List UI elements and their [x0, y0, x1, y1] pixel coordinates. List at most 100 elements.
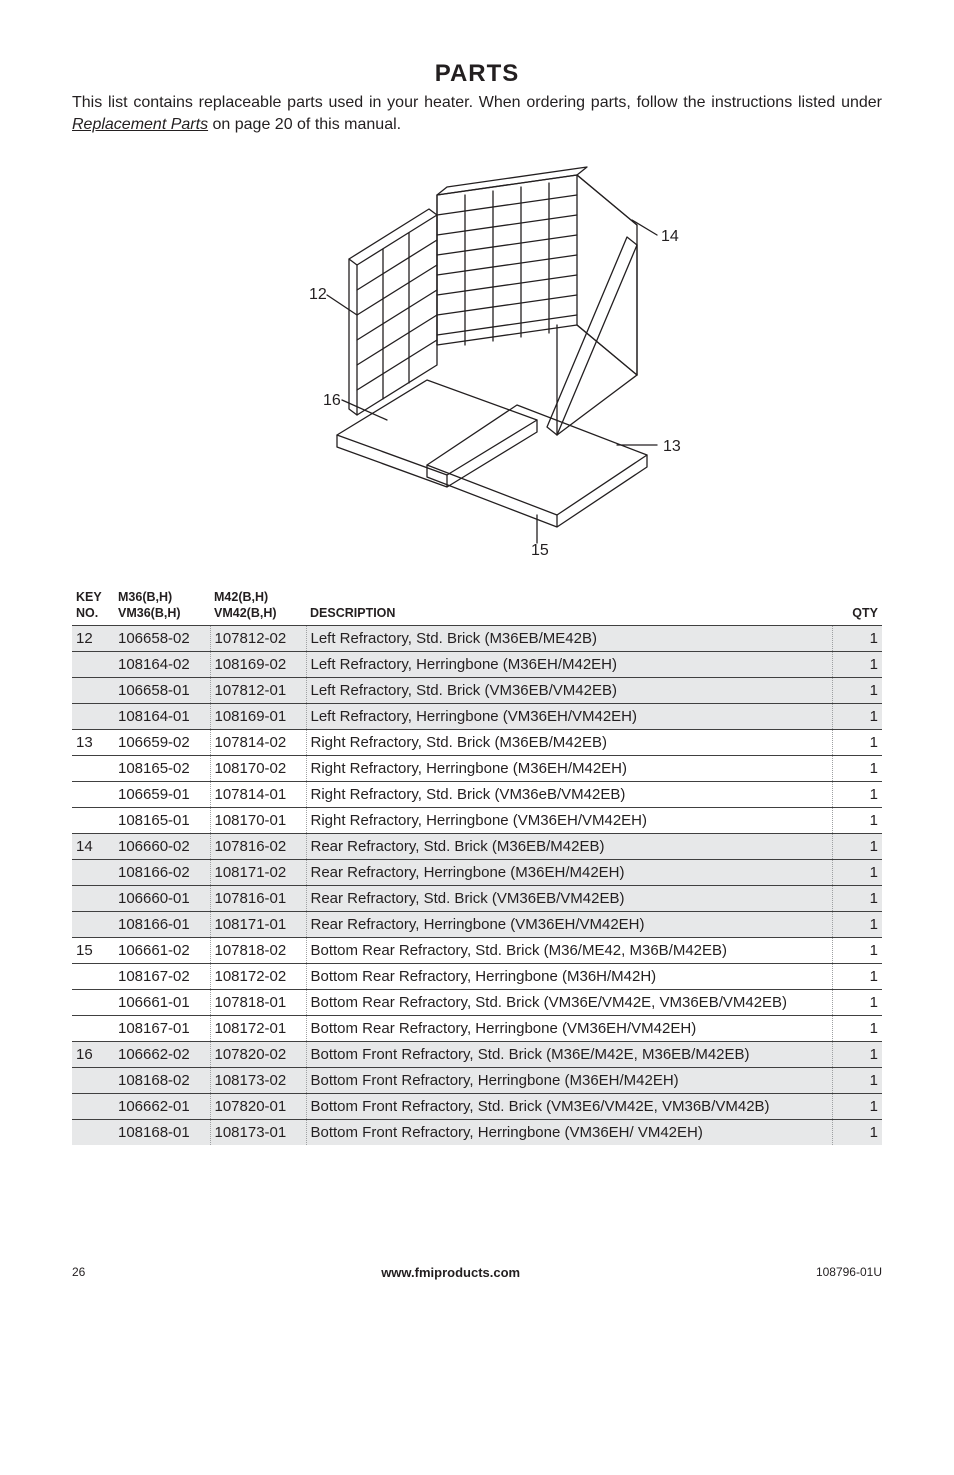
cell-pn1: 106662-02 [114, 1042, 210, 1068]
cell-desc: Right Refractory, Std. Brick (VM36eB/VM4… [306, 782, 832, 808]
cell-desc: Bottom Front Refractory, Herringbone (M3… [306, 1068, 832, 1094]
callout-15: 15 [531, 542, 549, 555]
cell-desc: Bottom Rear Refractory, Herringbone (M36… [306, 964, 832, 990]
table-row: 108165-02108170-02Right Refractory, Herr… [72, 756, 882, 782]
cell-desc: Left Refractory, Herringbone (VM36EH/VM4… [306, 704, 832, 730]
table-row: 106662-01107820-01Bottom Front Refractor… [72, 1094, 882, 1120]
cell-key: 13 [72, 730, 114, 756]
cell-qty: 1 [832, 730, 882, 756]
cell-qty: 1 [832, 990, 882, 1016]
cell-key: 15 [72, 938, 114, 964]
cell-key [72, 912, 114, 938]
cell-pn1: 106659-02 [114, 730, 210, 756]
table-group: 12106658-02107812-02Left Refractory, Std… [72, 626, 882, 730]
header-pn1-l2: VM36(B,H) [118, 606, 181, 620]
cell-qty: 1 [832, 886, 882, 912]
table-row: 106661-01107818-01Bottom Rear Refractory… [72, 990, 882, 1016]
footer-page-number: 26 [72, 1265, 85, 1280]
cell-key [72, 678, 114, 704]
table-group: 13106659-02107814-02Right Refractory, St… [72, 730, 882, 834]
cell-qty: 1 [832, 704, 882, 730]
cell-pn2: 107812-01 [210, 678, 306, 704]
cell-key: 14 [72, 834, 114, 860]
cell-desc: Rear Refractory, Std. Brick (M36EB/M42EB… [306, 834, 832, 860]
header-qty: QTY [832, 588, 882, 626]
cell-desc: Bottom Rear Refractory, Std. Brick (M36/… [306, 938, 832, 964]
cell-desc: Bottom Rear Refractory, Std. Brick (VM36… [306, 990, 832, 1016]
cell-qty: 1 [832, 1120, 882, 1146]
cell-qty: 1 [832, 626, 882, 652]
cell-pn1: 108166-01 [114, 912, 210, 938]
footer-docnum: 108796-01U [816, 1265, 882, 1280]
cell-key: 16 [72, 1042, 114, 1068]
cell-key [72, 704, 114, 730]
cell-key: 12 [72, 626, 114, 652]
cell-key [72, 886, 114, 912]
header-desc: DESCRIPTION [306, 588, 832, 626]
cell-qty: 1 [832, 860, 882, 886]
cell-pn2: 108170-01 [210, 808, 306, 834]
cell-qty: 1 [832, 1068, 882, 1094]
header-pn1: M36(B,H) VM36(B,H) [114, 588, 210, 626]
diagram-svg: 12 14 16 13 15 [237, 155, 717, 555]
cell-pn1: 106658-01 [114, 678, 210, 704]
cell-qty: 1 [832, 1042, 882, 1068]
cell-qty: 1 [832, 1016, 882, 1042]
cell-desc: Right Refractory, Std. Brick (M36EB/M42E… [306, 730, 832, 756]
cell-pn1: 106660-02 [114, 834, 210, 860]
cell-qty: 1 [832, 808, 882, 834]
cell-pn1: 108164-02 [114, 652, 210, 678]
table-row: 108168-02108173-02Bottom Front Refractor… [72, 1068, 882, 1094]
parts-table: KEY NO. M36(B,H) VM36(B,H) M42(B,H) VM42… [72, 588, 882, 1145]
table-row: 106658-01107812-01Left Refractory, Std. … [72, 678, 882, 704]
cell-desc: Rear Refractory, Std. Brick (VM36EB/VM42… [306, 886, 832, 912]
cell-pn2: 108169-02 [210, 652, 306, 678]
cell-desc: Right Refractory, Herringbone (M36EH/M42… [306, 756, 832, 782]
cell-desc: Right Refractory, Herringbone (VM36EH/VM… [306, 808, 832, 834]
cell-key [72, 1068, 114, 1094]
cell-qty: 1 [832, 912, 882, 938]
cell-desc: Bottom Front Refractory, Std. Brick (M36… [306, 1042, 832, 1068]
cell-pn1: 108164-01 [114, 704, 210, 730]
cell-pn1: 106662-01 [114, 1094, 210, 1120]
cell-key [72, 1016, 114, 1042]
cell-pn1: 106661-01 [114, 990, 210, 1016]
cell-key [72, 1120, 114, 1146]
cell-pn1: 106661-02 [114, 938, 210, 964]
cell-pn2: 108173-02 [210, 1068, 306, 1094]
cell-desc: Rear Refractory, Herringbone (VM36EH/VM4… [306, 912, 832, 938]
table-row: 13106659-02107814-02Right Refractory, St… [72, 730, 882, 756]
table-row: 108166-01108171-01Rear Refractory, Herri… [72, 912, 882, 938]
cell-key [72, 860, 114, 886]
table-row: 108166-02108171-02Rear Refractory, Herri… [72, 860, 882, 886]
table-row: 12106658-02107812-02Left Refractory, Std… [72, 626, 882, 652]
header-pn2-l1: M42(B,H) [214, 590, 268, 604]
cell-pn2: 108169-01 [210, 704, 306, 730]
footer-url: www.fmiproducts.com [381, 1265, 520, 1280]
table-row: 15106661-02107818-02Bottom Rear Refracto… [72, 938, 882, 964]
table-row: 106660-01107816-01Rear Refractory, Std. … [72, 886, 882, 912]
cell-key [72, 808, 114, 834]
cell-qty: 1 [832, 834, 882, 860]
table-row: 16106662-02107820-02Bottom Front Refract… [72, 1042, 882, 1068]
cell-pn2: 107820-01 [210, 1094, 306, 1120]
table-row: 108168-01108173-01Bottom Front Refractor… [72, 1120, 882, 1146]
callout-12: 12 [309, 286, 327, 303]
callout-13: 13 [663, 438, 681, 455]
cell-pn2: 108170-02 [210, 756, 306, 782]
table-row: 108165-01108170-01Right Refractory, Herr… [72, 808, 882, 834]
cell-key [72, 782, 114, 808]
cell-qty: 1 [832, 938, 882, 964]
callout-14: 14 [661, 228, 679, 245]
header-key: KEY NO. [72, 588, 114, 626]
intro-text-a: This list contains replaceable parts use… [72, 94, 882, 111]
cell-qty: 1 [832, 964, 882, 990]
table-row: 14106660-02107816-02Rear Refractory, Std… [72, 834, 882, 860]
page-title: PARTS [72, 60, 882, 88]
cell-pn2: 107816-02 [210, 834, 306, 860]
header-key-l2: NO. [76, 606, 98, 620]
header-pn2: M42(B,H) VM42(B,H) [210, 588, 306, 626]
intro-link: Replacement Parts [72, 116, 208, 133]
cell-desc: Left Refractory, Std. Brick (M36EB/ME42B… [306, 626, 832, 652]
cell-key [72, 964, 114, 990]
